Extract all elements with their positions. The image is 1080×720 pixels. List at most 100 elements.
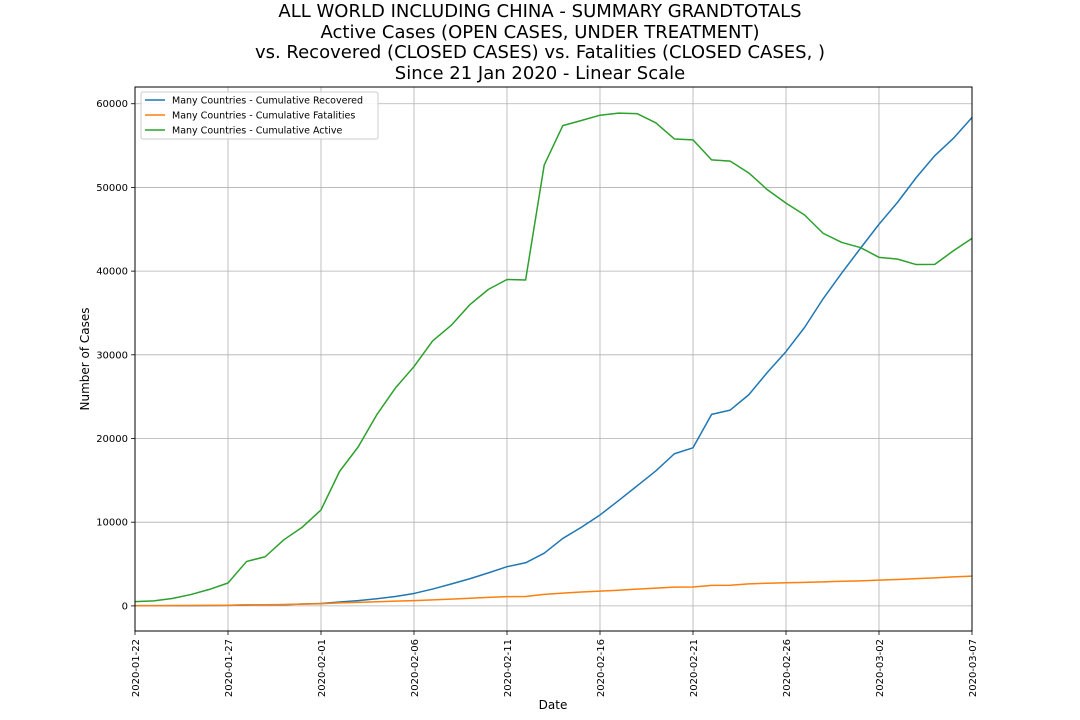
data-point [189,593,192,596]
data-point [729,409,732,412]
data-point [468,577,471,580]
data-point [673,586,676,589]
data-point [543,593,546,596]
chart-title-line-3: vs. Recovered (CLOSED CASES) vs. Fatalit… [254,42,826,64]
data-point [245,560,248,563]
legend: Many Countries - Cumulative Recovered Man… [140,91,379,140]
data-point [208,588,211,591]
data-point [375,413,378,416]
x-tick-label: 2020-03-07 [968,639,979,697]
data-point [375,600,378,603]
data-point [766,582,769,585]
data-point [933,154,936,157]
data-point [468,303,471,306]
series-line-2 [134,112,973,603]
data-point [599,513,602,516]
x-tick-label: 2020-03-02 [875,639,886,697]
data-point [357,601,360,604]
data-point [413,592,416,595]
data-point [580,526,583,529]
data-point [952,575,955,578]
series-line-0 [134,116,973,607]
x-tick-label: 2020-02-01 [317,639,328,697]
data-point [524,595,527,598]
data-point [915,577,918,580]
data-point [952,137,955,140]
data-point [431,339,434,342]
data-point [617,499,620,502]
axes: 2020-01-22 2020-01-27 2020-02-01 2020-02-06… [96,99,979,697]
data-point [617,112,620,115]
data-point [822,580,825,583]
data-point [803,326,806,329]
data-point [896,201,899,204]
data-point [524,561,527,564]
data-point [468,597,471,600]
data-point [245,603,248,606]
data-point [878,256,881,259]
grid-lines [134,87,973,631]
data-point [710,158,713,161]
data-point [282,603,285,606]
data-point [710,413,713,416]
data-point [301,603,304,606]
data-point [320,602,323,605]
chart-title-line-2: Active Cases (OPEN CASES, UNDER TREATMEN… [320,21,760,43]
data-point [264,603,267,606]
data-point [729,160,732,163]
data-point [729,584,732,587]
data-point [636,484,639,487]
data-point [543,164,546,167]
data-point [506,565,509,568]
series-lines [134,112,973,607]
data-point [264,555,267,558]
y-axis-label: Number of Cases [78,307,92,410]
data-point [227,604,230,607]
data-point [431,588,434,591]
data-point [896,578,899,581]
data-point [692,586,695,589]
data-point [506,595,509,598]
data-point [654,469,657,472]
y-tick-label: 30000 [96,350,128,361]
data-point [840,580,843,583]
x-tick-label: 2020-02-16 [596,639,607,697]
data-point [394,600,397,603]
data-point [301,526,304,529]
data-point [654,121,657,124]
x-tick-label: 2020-01-27 [224,639,235,697]
data-point [673,137,676,140]
data-point [878,579,881,582]
data-point [487,571,490,574]
data-point [413,365,416,368]
data-point [208,604,211,607]
data-point [617,589,620,592]
data-point [785,202,788,205]
data-point [338,470,341,473]
legend-label: Many Countries - Cumulative Active [172,126,342,137]
data-point [766,188,769,191]
data-point [524,279,527,282]
plot-area-frame [134,86,973,632]
x-axis-label: Date [539,698,568,712]
y-tick-label: 10000 [96,518,128,529]
data-point [561,537,564,540]
data-point [933,576,936,579]
data-point [227,581,230,584]
y-tick-label: 40000 [96,267,128,278]
data-point [320,508,323,511]
legend-box [140,91,379,140]
data-point [785,350,788,353]
x-tick-label: 2020-02-21 [689,639,700,697]
x-tick-label: 2020-02-06 [410,639,421,697]
data-point [189,604,192,607]
data-point [692,446,695,449]
data-point [282,538,285,541]
data-point [636,112,639,115]
data-point [450,598,453,601]
data-point [636,588,639,591]
data-point [431,598,434,601]
x-tick-label: 2020-01-22 [131,639,142,697]
data-point [933,263,936,266]
